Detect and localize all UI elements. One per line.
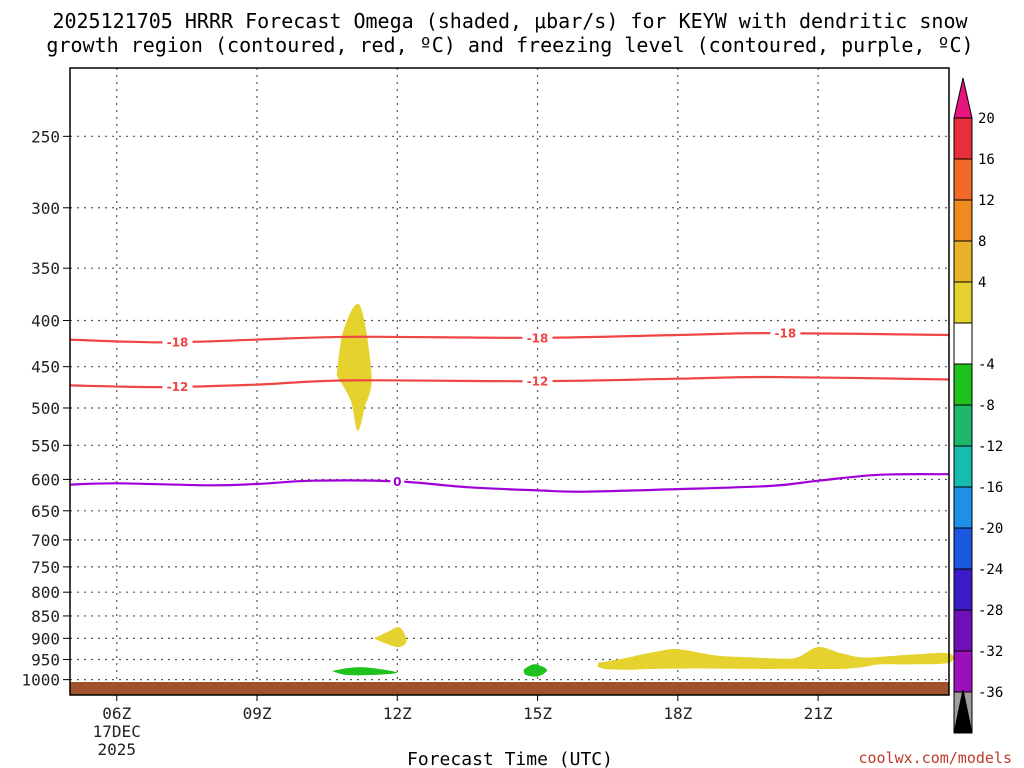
y-tick-label-300: 300	[31, 199, 60, 218]
colorbar-label: -16	[978, 480, 1003, 496]
y-tick-label-800: 800	[31, 583, 60, 602]
dgz-minus18-label: -18	[167, 336, 189, 350]
freezing-level-line	[69, 473, 950, 493]
colorbar-label: 8	[978, 234, 986, 250]
y-tick-label-350: 350	[31, 259, 60, 278]
omega-4-8-low-12z-region	[373, 626, 407, 648]
dgz-minus12-label: -12	[167, 380, 189, 394]
dgz-minus18-label-bg	[522, 329, 553, 346]
colorbar: 20 16 12 8 4 -4 -8 -12 -16 -20 -24 -28 -32 -36	[953, 77, 1003, 734]
colorbar-swatch	[953, 363, 973, 406]
colorbar-label: 20	[978, 111, 995, 127]
x-tick-label-09Z: 09Z	[243, 704, 272, 723]
y-tick-label-700: 700	[31, 531, 60, 550]
colorbar-label: -36	[978, 685, 1003, 701]
x-tick-year-label: 2025	[97, 740, 136, 759]
colorbar-label: 12	[978, 193, 995, 209]
x-tick-label-06Z: 06Z	[102, 704, 131, 723]
y-tick-label-850: 850	[31, 607, 60, 626]
dgz-minus18-label-bg	[770, 325, 801, 342]
colorbar-swatch	[953, 486, 973, 529]
colorbar-label: 4	[978, 275, 986, 291]
x-tick-label-12Z: 12Z	[383, 704, 412, 723]
colorbar-label: -32	[978, 644, 1003, 660]
y-tick-label-900: 900	[31, 629, 60, 648]
y-tick-label-950: 950	[31, 651, 60, 670]
dgz-minus12-label-bg	[162, 378, 193, 395]
x-tick-date-label: 17DEC	[93, 722, 141, 741]
dgz-minus12-label-bg	[522, 373, 553, 390]
x-tick-label-18Z: 18Z	[663, 704, 692, 723]
x-tick-label-21Z: 21Z	[804, 704, 833, 723]
colorbar-swatch	[953, 117, 973, 160]
y-tick-label-550: 550	[31, 436, 60, 455]
colorbar-label: -24	[978, 562, 1003, 578]
colorbar-swatch	[953, 158, 973, 201]
colorbar-swatch	[953, 445, 973, 488]
y-tick-label-450: 450	[31, 358, 60, 377]
y-tick-label-500: 500	[31, 399, 60, 418]
colorbar-swatch	[953, 527, 973, 570]
dgz-minus18-label: -18	[775, 327, 797, 341]
colorbar-bottom-arrow	[953, 689, 973, 734]
omega-minus4-minus8-11z-region	[331, 667, 398, 676]
x-tick-label-15Z: 15Z	[523, 704, 552, 723]
y-tick-label-1000: 1000	[21, 671, 60, 690]
colorbar-label: -20	[978, 521, 1003, 537]
freezing-level-label-bg	[390, 473, 405, 490]
y-tick-label-750: 750	[31, 558, 60, 577]
chart-title-line1: 2025121705 HRRR Forecast Omega (shaded, …	[52, 9, 968, 33]
colorbar-swatch	[953, 322, 973, 365]
colorbar-label: -12	[978, 439, 1003, 455]
colorbar-swatch	[953, 240, 973, 283]
colorbar-label: -8	[978, 398, 995, 414]
omega-4-8-upper-region	[336, 303, 372, 431]
colorbar-swatch	[953, 568, 973, 611]
colorbar-swatch	[953, 609, 973, 652]
dgz-minus12-label: -12	[527, 375, 549, 389]
colorbar-swatch	[953, 650, 973, 693]
freezing-level-label: 0	[393, 475, 401, 489]
colorbar-top-arrow	[953, 77, 973, 119]
y-axis-ticks: 250 300 350 400 450 500 550 600 650 700 750 800 850 9…	[21, 127, 70, 690]
y-tick-label-250: 250	[31, 127, 60, 146]
y-tick-label-400: 400	[31, 312, 60, 331]
colorbar-swatch	[953, 199, 973, 242]
colorbar-label: -28	[978, 603, 1003, 619]
credit-text: coolwx.com/models	[858, 749, 1012, 767]
dgz-minus18-label: -18	[527, 331, 549, 345]
omega-minus4-minus8-15z-region	[523, 664, 548, 677]
colorbar-swatch	[953, 404, 973, 447]
y-tick-label-650: 650	[31, 502, 60, 521]
contour-lines: -18 -18 -18 -12 -12 0	[69, 325, 950, 493]
colorbar-swatch	[953, 281, 973, 324]
y-tick-label-600: 600	[31, 470, 60, 489]
x-axis-label: Forecast Time (UTC)	[407, 749, 613, 768]
omega-shading	[331, 303, 954, 677]
dgz-minus18-label-bg	[162, 334, 193, 351]
colorbar-label: -4	[978, 357, 995, 373]
chart-title-line2: growth region (contoured, red, ºC) and f…	[46, 33, 973, 57]
ground-bar	[70, 682, 949, 695]
colorbar-label: 16	[978, 152, 995, 168]
plot-frame	[69, 67, 950, 696]
omega-4-8-late-region	[597, 646, 954, 670]
